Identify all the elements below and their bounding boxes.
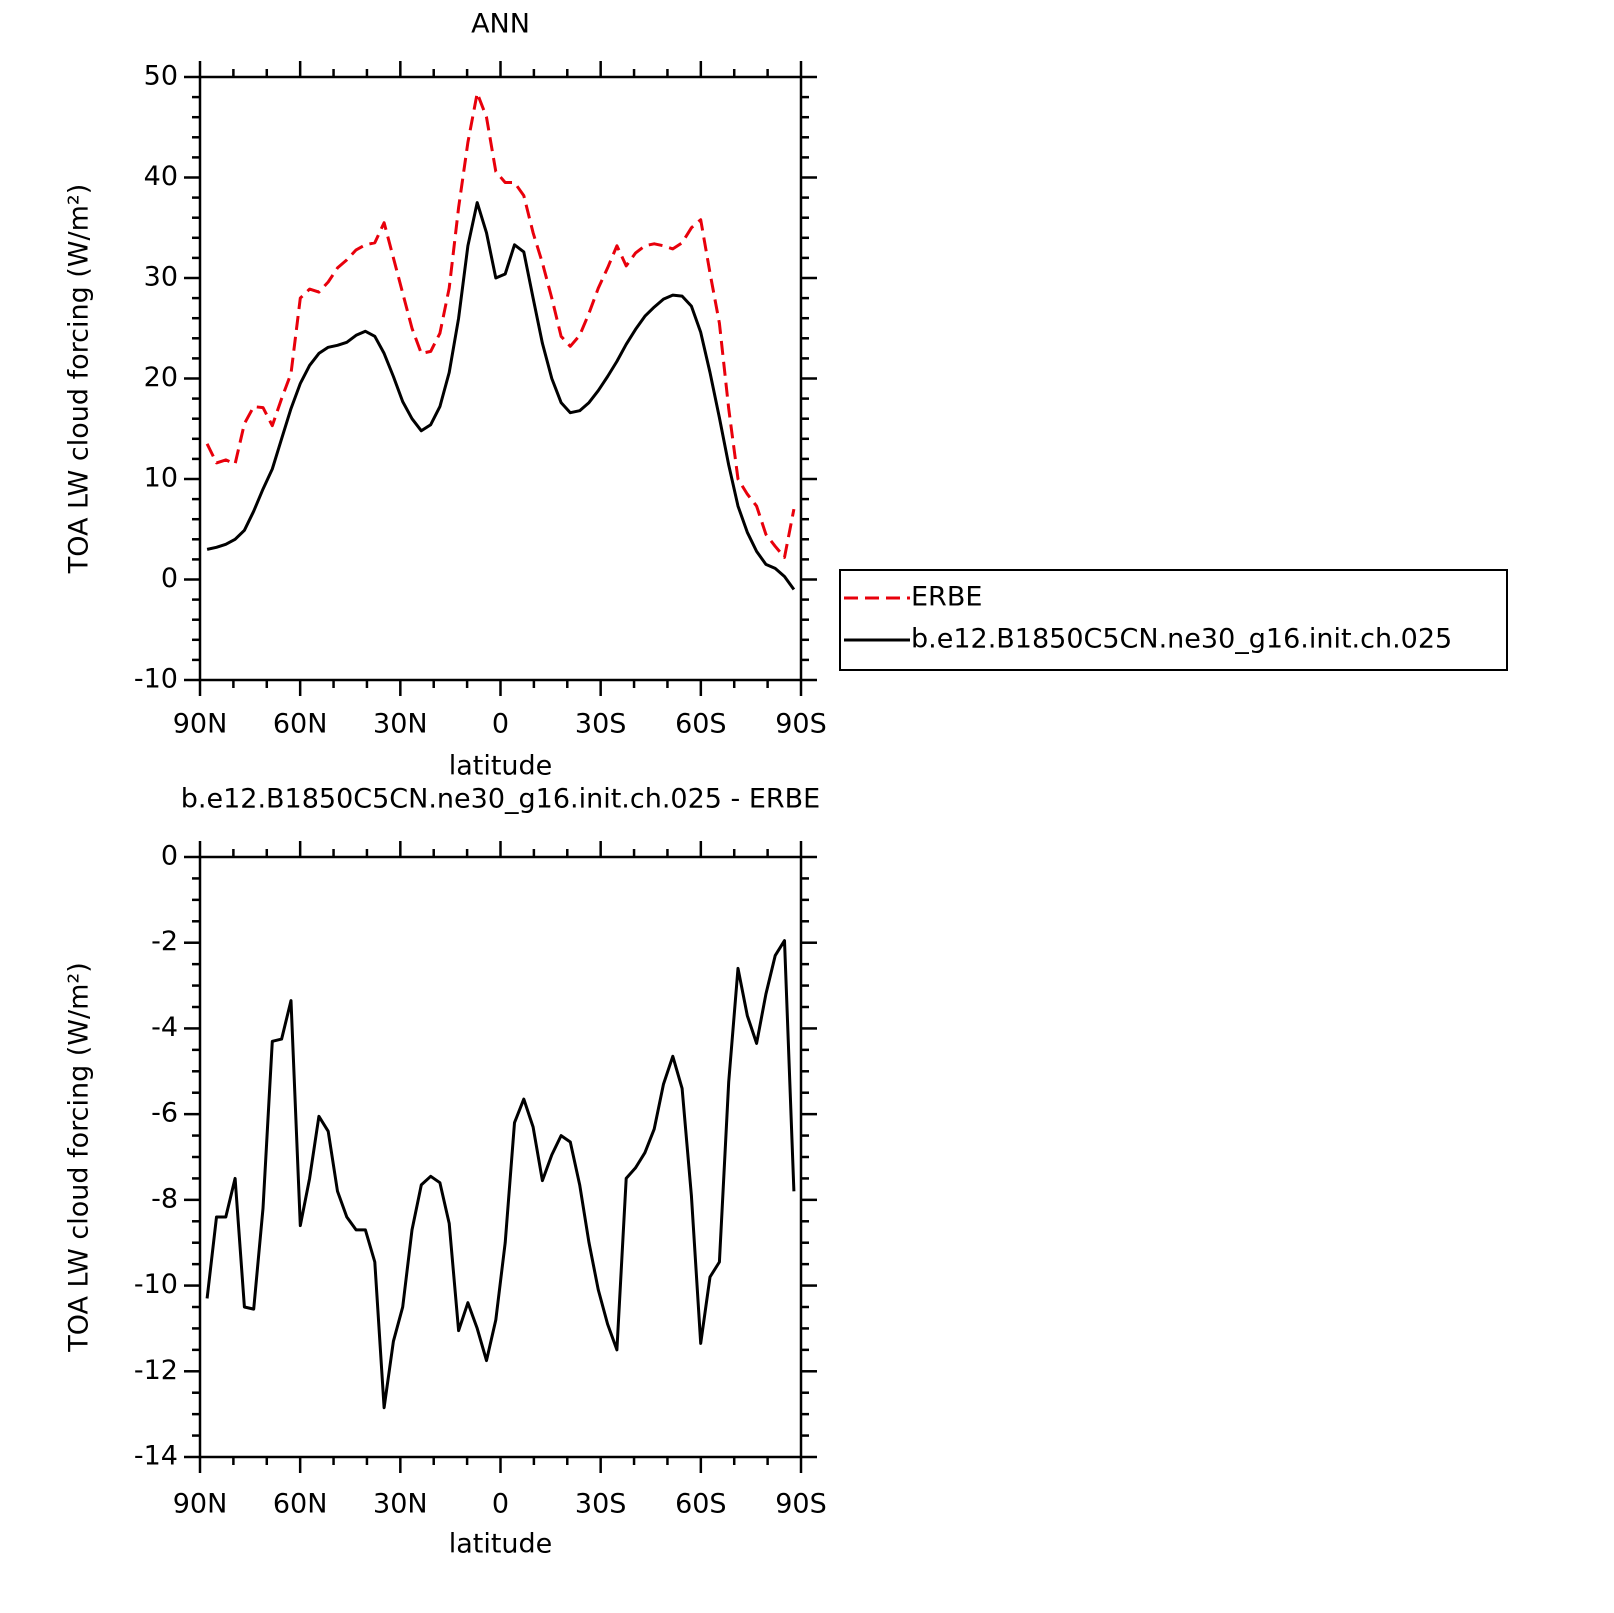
data-line	[206, 201, 796, 591]
y-tick-label: -14	[134, 1441, 178, 1472]
x-tick-label: 90S	[775, 1489, 827, 1520]
y-tick-label: 50	[144, 61, 178, 92]
y-tick-label: -6	[151, 1098, 178, 1129]
y-tick-label: 10	[144, 463, 178, 494]
x-tick-label: 30S	[575, 1489, 627, 1520]
data-line	[205, 939, 796, 1410]
y-tick-label: -8	[151, 1183, 178, 1214]
chart-title: ANN	[471, 9, 530, 40]
y-tick-label: 40	[144, 161, 178, 192]
y-tick-label: 20	[144, 362, 178, 393]
y-tick-label: -10	[134, 664, 178, 695]
x-tick-label: 90N	[173, 1489, 228, 1520]
x-tick-label: 0	[492, 709, 509, 740]
legend-label: ERBE	[911, 582, 982, 613]
data-line	[205, 91, 796, 559]
y-tick-label: -12	[134, 1355, 178, 1386]
y-axis-label: TOA LW cloud forcing (W/m²)	[64, 962, 95, 1353]
y-tick-label: -10	[134, 1269, 178, 1300]
chart-title: b.e12.B1850C5CN.ne30_g16.init.ch.025 - E…	[181, 784, 821, 815]
x-tick-label: 60N	[273, 709, 328, 740]
x-tick-label: 90N	[173, 709, 228, 740]
x-tick-label: 60N	[273, 1489, 328, 1520]
plot-frame	[198, 855, 803, 1459]
legend-box	[839, 569, 1508, 671]
x-tick-label: 60S	[675, 709, 727, 740]
y-tick-label: 0	[161, 563, 178, 594]
plot-frame	[198, 75, 803, 682]
legend-label: b.e12.B1850C5CN.ne30_g16.init.ch.025	[911, 624, 1452, 655]
x-axis-label: latitude	[449, 751, 553, 782]
y-tick-label: -2	[151, 926, 178, 957]
x-tick-label: 90S	[775, 709, 827, 740]
y-axis-label: TOA LW cloud forcing (W/m²)	[64, 184, 95, 575]
x-tick-label: 30N	[373, 709, 428, 740]
y-tick-label: 30	[144, 262, 178, 293]
x-tick-label: 30N	[373, 1489, 428, 1520]
y-tick-label: 0	[161, 841, 178, 872]
x-tick-label: 30S	[575, 709, 627, 740]
x-tick-label: 60S	[675, 1489, 727, 1520]
x-axis-label: latitude	[449, 1529, 553, 1560]
x-tick-label: 0	[492, 1489, 509, 1520]
y-tick-label: -4	[151, 1012, 178, 1043]
